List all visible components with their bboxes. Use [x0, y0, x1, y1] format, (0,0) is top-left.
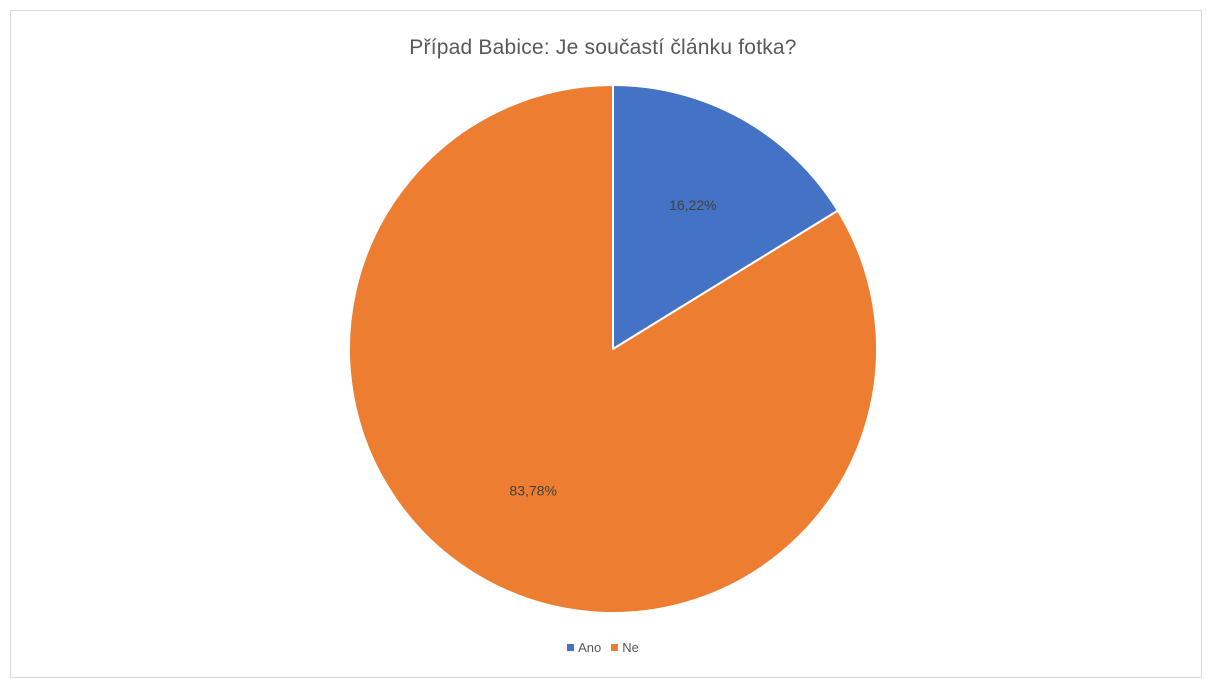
legend-item-ne: Ne [611, 640, 639, 655]
legend-label-ne: Ne [622, 640, 639, 655]
pie-slice-ano [612, 84, 839, 350]
legend-swatch-ne [611, 644, 619, 651]
legend-label-ano: Ano [578, 640, 602, 655]
pie-chart: 16,22% 83,78% [348, 84, 878, 614]
legend-item-ano: Ano [567, 640, 601, 655]
legend: Ano Ne [0, 640, 1206, 655]
data-label-ano: 16,22% [669, 197, 716, 213]
chart-title: Případ Babice: Je součastí článku fotka? [409, 36, 797, 59]
legend-swatch-ano [567, 644, 575, 651]
data-label-ne: 83,78% [509, 483, 556, 499]
pie-slice-ne [348, 84, 878, 614]
